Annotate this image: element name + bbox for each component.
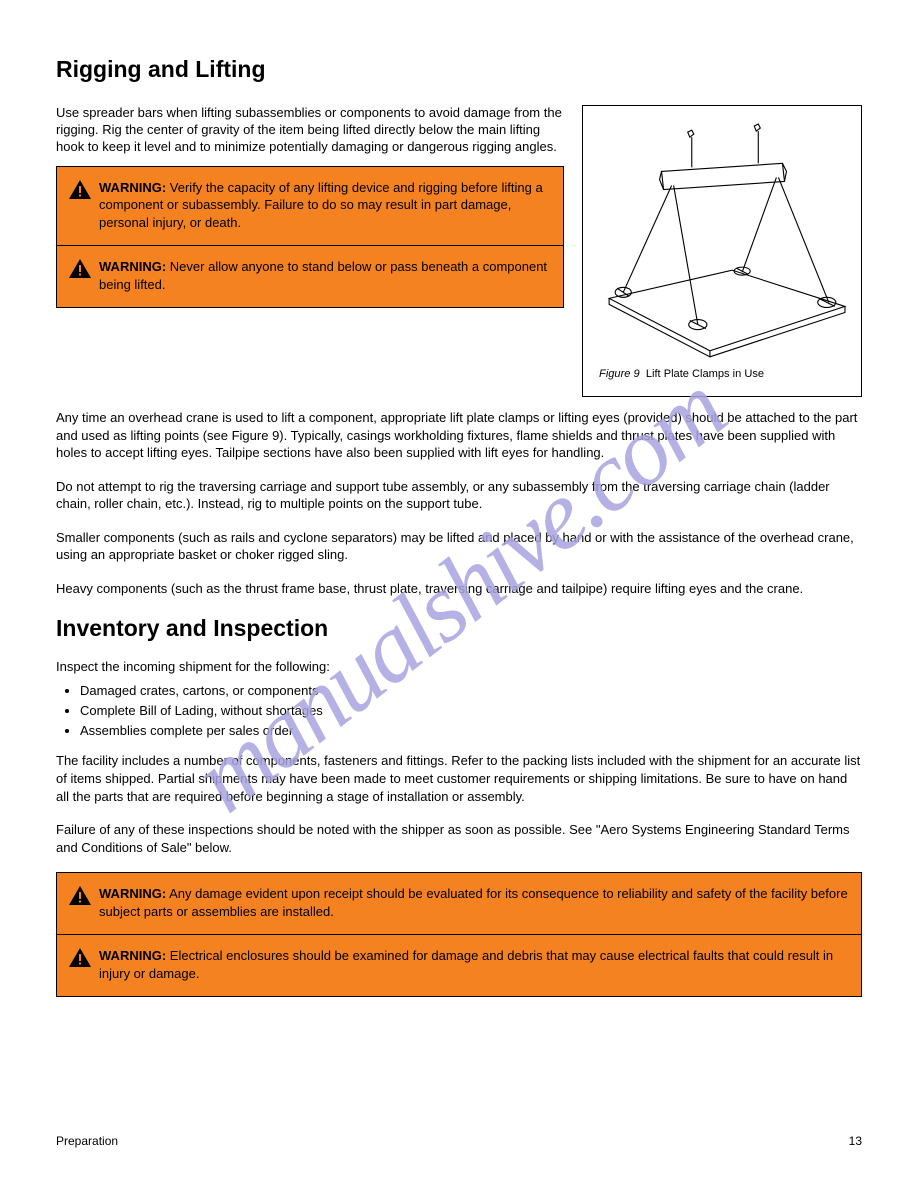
figure-frame: Figure 9 Lift Plate Clamps in Use [582, 105, 862, 397]
top-row: Use spreader bars when lifting subassemb… [56, 105, 862, 397]
rigging-block4: Heavy components (such as the thrust fra… [56, 580, 862, 598]
left-column: Use spreader bars when lifting subassemb… [56, 105, 564, 397]
warning-icon [69, 180, 91, 204]
inventory-warning-2: WARNING: Electrical enclosures should be… [56, 935, 862, 997]
rigging-block2: Do not attempt to rig the traversing car… [56, 478, 862, 513]
inventory-body2: Failure of any of these inspections shou… [56, 821, 862, 856]
inventory-bullets: Damaged crates, cartons, or components C… [80, 682, 862, 741]
inventory-body1: The facility includes a number of compon… [56, 752, 862, 805]
rigging-warning-2: WARNING: Never allow anyone to stand bel… [56, 246, 564, 308]
rigging-block1: Any time an overhead crane is used to li… [56, 409, 862, 462]
footer-section: Preparation [56, 1134, 118, 1148]
rigging-block3: Smaller components (such as rails and cy… [56, 529, 862, 564]
list-item: Complete Bill of Lading, without shortag… [80, 702, 862, 720]
list-item: Damaged crates, cartons, or components [80, 682, 862, 700]
inventory-warnings: WARNING: Any damage evident upon receipt… [56, 872, 862, 997]
list-item: Assemblies complete per sales order [80, 722, 862, 740]
inventory-intro: Inspect the incoming shipment for the fo… [56, 658, 862, 676]
figure-caption: Figure 9 Lift Plate Clamps in Use [599, 368, 764, 380]
rigging-intro: Use spreader bars when lifting subassemb… [56, 105, 564, 156]
inventory-heading: Inventory and Inspection [56, 615, 862, 642]
inventory-warning-1: WARNING: Any damage evident upon receipt… [56, 872, 862, 935]
page-footer: Preparation 13 [56, 1134, 862, 1148]
rigging-heading: Rigging and Lifting [56, 56, 862, 83]
warning-text: WARNING: Never allow anyone to stand bel… [99, 258, 551, 293]
warning-icon [69, 259, 91, 283]
rigging-warning-1: WARNING: Verify the capacity of any lift… [56, 166, 564, 247]
warning-icon [69, 886, 91, 910]
warning-icon [69, 948, 91, 972]
lift-diagram: Figure 9 Lift Plate Clamps in Use [591, 114, 853, 386]
warning-text: WARNING: Verify the capacity of any lift… [99, 179, 551, 232]
right-column: Figure 9 Lift Plate Clamps in Use [582, 105, 862, 397]
warning-text: WARNING: Electrical enclosures should be… [99, 947, 849, 982]
footer-page-number: 13 [849, 1134, 862, 1148]
warning-text: WARNING: Any damage evident upon receipt… [99, 885, 849, 920]
